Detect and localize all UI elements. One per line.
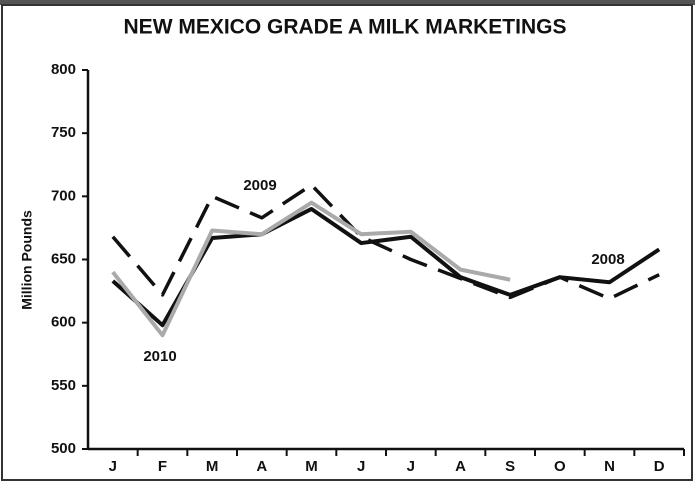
y-tick-label: 650 (51, 250, 76, 267)
chart-title: NEW MEXICO GRADE A MILK MARKETINGS (124, 16, 567, 39)
x-tick-label: D (654, 458, 665, 475)
x-tick-label: F (158, 458, 167, 475)
y-tick-label: 550 (51, 377, 76, 394)
y-axis-label: Million Pounds (19, 210, 35, 310)
x-tick-label: M (305, 458, 318, 475)
x-tick-label: J (357, 458, 365, 475)
y-tick-label: 800 (51, 61, 76, 78)
x-tick-label: M (206, 458, 219, 475)
x-tick-label: J (109, 458, 117, 475)
x-tick-label: J (407, 458, 415, 475)
series-label: 2008 (591, 251, 624, 268)
y-tick-label: 700 (51, 187, 76, 204)
top-band (0, 0, 695, 5)
frame (1, 4, 693, 481)
series-line (111, 200, 511, 338)
y-tick-label: 500 (51, 440, 76, 457)
series-label: 2009 (243, 177, 276, 194)
x-tick-label: N (604, 458, 615, 475)
series-line (111, 183, 660, 301)
x-tick-label: S (505, 458, 515, 475)
y-tick-label: 750 (51, 124, 76, 141)
series-label: 2010 (143, 348, 176, 365)
x-tick-label: A (256, 458, 267, 475)
y-tick-label: 600 (51, 314, 76, 331)
x-tick-label: A (455, 458, 466, 475)
x-tick-label: O (554, 458, 566, 475)
